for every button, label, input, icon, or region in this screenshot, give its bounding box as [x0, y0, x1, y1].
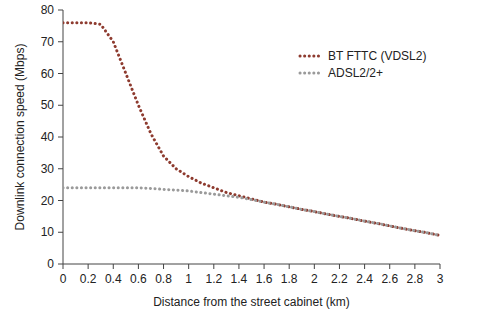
x-tick-label: 2.4	[356, 272, 373, 286]
y-tick	[58, 168, 63, 169]
y-tick-label: 40	[41, 130, 55, 144]
x-tick-label: 0.6	[130, 272, 147, 286]
x-tick-label: 2	[311, 272, 318, 286]
x-tick-label: 1.8	[281, 272, 298, 286]
y-tick-label: 0	[47, 257, 54, 271]
x-tick-label: 0	[60, 272, 67, 286]
x-tick-label: 1.2	[205, 272, 222, 286]
x-tick	[264, 264, 265, 269]
x-tick-label: 1.4	[231, 272, 248, 286]
x-tick-label: 1.6	[256, 272, 273, 286]
y-tick	[58, 232, 63, 233]
y-tick-label: 20	[41, 194, 55, 208]
y-axis-label: Downlink connection speed (Mbps)	[13, 44, 27, 231]
y-tick-label: 50	[41, 98, 55, 112]
x-axis-label: Distance from the street cabinet (km)	[153, 295, 350, 309]
y-tick-label: 60	[41, 67, 55, 81]
legend-label: ADSL2/2+	[328, 66, 383, 80]
x-tick-label: 0.8	[155, 272, 172, 286]
y-tick	[58, 105, 63, 106]
x-tick-label: 0.4	[105, 272, 122, 286]
y-tick-label: 80	[41, 3, 55, 17]
x-axis	[63, 264, 440, 265]
y-tick	[58, 41, 63, 42]
y-tick	[58, 264, 63, 265]
x-tick-label: 2.6	[381, 272, 398, 286]
y-tick	[58, 73, 63, 74]
x-tick	[289, 264, 290, 269]
series-line	[63, 23, 440, 236]
x-tick	[163, 264, 164, 269]
x-tick	[213, 264, 214, 269]
x-tick-label: 3	[437, 272, 444, 286]
series-line	[63, 188, 440, 236]
legend-swatch	[300, 55, 322, 58]
x-tick	[364, 264, 365, 269]
y-tick	[58, 137, 63, 138]
x-tick	[314, 264, 315, 269]
x-tick	[339, 264, 340, 269]
x-tick	[113, 264, 114, 269]
chart: 0 10 20 30 40 50 60 70 80 0 0.2 0.4 0.6 0.8 1 1.2 1.4 1.6…	[0, 0, 480, 317]
y-tick-label: 10	[41, 225, 55, 239]
x-tick	[389, 264, 390, 269]
x-tick-label: 0.2	[80, 272, 97, 286]
x-tick	[63, 264, 64, 269]
x-tick	[440, 264, 441, 269]
plot-area	[63, 23, 440, 236]
legend-label: BT FTTC (VDSL2)	[328, 49, 426, 63]
legend-swatch	[300, 72, 322, 75]
x-tick	[88, 264, 89, 269]
y-tick-label: 30	[41, 162, 55, 176]
y-tick	[58, 10, 63, 11]
x-tick-label: 2.2	[331, 272, 348, 286]
x-tick	[138, 264, 139, 269]
x-tick	[414, 264, 415, 269]
x-tick-label: 1	[185, 272, 192, 286]
background	[0, 0, 480, 317]
y-tick-label: 70	[41, 35, 55, 49]
x-tick-label: 2.8	[407, 272, 424, 286]
x-tick	[238, 264, 239, 269]
x-tick	[188, 264, 189, 269]
y-tick	[58, 200, 63, 201]
